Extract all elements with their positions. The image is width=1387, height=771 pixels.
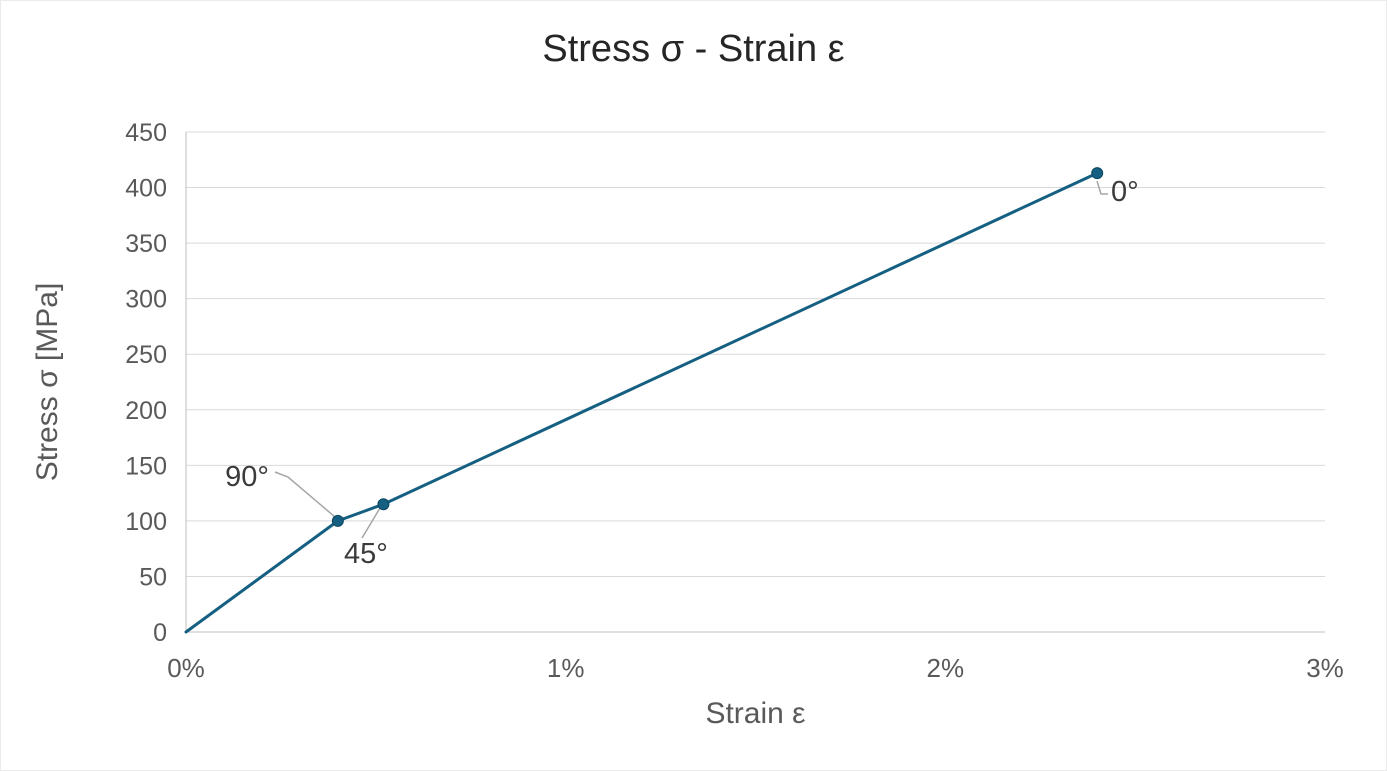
y-tick-label: 400 (125, 175, 167, 203)
x-tick-label: 2% (927, 653, 965, 683)
leader-line (274, 471, 336, 518)
y-tick-label: 100 (125, 508, 167, 536)
x-tick-label: 1% (547, 653, 585, 683)
data-label: 45° (344, 538, 388, 570)
y-tick-label: 150 (125, 452, 167, 480)
x-tick-label: 0% (167, 653, 205, 683)
data-point-marker (331, 514, 344, 527)
leader-line (361, 507, 381, 539)
y-tick-label: 450 (125, 119, 167, 147)
x-tick-label: 3% (1306, 653, 1344, 683)
data-point-marker (1091, 167, 1104, 180)
y-tick-label: 350 (125, 230, 167, 258)
chart-title: Stress σ - Strain ε (542, 28, 845, 70)
data-point-marker (377, 498, 390, 511)
y-tick-label: 50 (139, 563, 167, 591)
y-tick-label: 300 (125, 286, 167, 314)
y-tick-label: 250 (125, 341, 167, 369)
x-axis-title: Strain ε (705, 697, 806, 730)
y-tick-label: 200 (125, 397, 167, 425)
data-label: 90° (225, 461, 269, 493)
series-line (184, 171, 1099, 634)
data-label: 0° (1111, 176, 1139, 208)
y-tick-label: 0 (153, 619, 167, 647)
leader-line (1096, 180, 1108, 195)
